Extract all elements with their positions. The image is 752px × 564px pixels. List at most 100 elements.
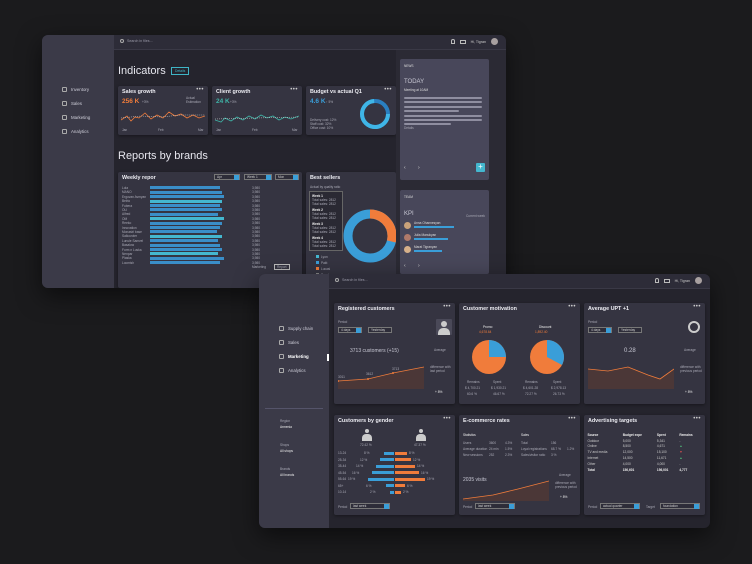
- sidebar-item-analytics[interactable]: Analytics: [279, 368, 306, 373]
- best-sellers-card: Best sellers Actual by quality ratio Wee…: [306, 172, 397, 288]
- table-cell: 14,500: [622, 456, 633, 461]
- card-title: Advertising targets: [588, 418, 638, 424]
- brands-filter[interactable]: All brands: [280, 473, 295, 477]
- more-icon[interactable]: •••: [290, 87, 298, 93]
- promo-pie: [472, 340, 506, 374]
- stat-value: $ 2,978.13: [551, 386, 567, 390]
- sidebar-item-inventory[interactable]: Inventory: [62, 87, 89, 92]
- bell-icon[interactable]: [654, 278, 659, 283]
- stat-value: $ 4,601.28: [523, 386, 539, 390]
- brand-bar: [150, 212, 219, 216]
- avatar[interactable]: [695, 277, 702, 284]
- more-icon[interactable]: •••: [693, 304, 701, 310]
- news-subtitle: Meeting at 10AM: [404, 88, 429, 92]
- chevron-left-icon[interactable]: ‹: [404, 165, 406, 171]
- more-icon[interactable]: •••: [568, 416, 576, 422]
- age-label: 35-44: [338, 464, 347, 468]
- brand-bar: [150, 217, 224, 221]
- compare-button[interactable]: Yesterday: [618, 327, 642, 333]
- ecom-line-chart: [463, 480, 549, 501]
- chart-value: 1,892.40: [535, 330, 548, 334]
- brand-label: Lunule Samvel: [122, 238, 144, 243]
- mail-icon[interactable]: [663, 278, 670, 283]
- person-name: Anna Ohannesyan: [414, 221, 441, 225]
- details-badge[interactable]: Details: [171, 67, 190, 75]
- week-line: Total sales: 2812: [312, 198, 336, 202]
- table-cell: ▼: [679, 450, 683, 455]
- brand-bar: [150, 252, 219, 256]
- legend-label: Lyon: [321, 255, 328, 259]
- mail-icon[interactable]: [459, 39, 466, 44]
- avatar[interactable]: [491, 38, 498, 45]
- month-select[interactable]: Apr: [214, 174, 240, 180]
- period-select[interactable]: last week: [350, 503, 390, 509]
- female-percent: 47.37 %: [414, 443, 426, 447]
- report-button[interactable]: Report: [274, 264, 290, 270]
- more-icon[interactable]: •••: [384, 87, 392, 93]
- compare-button[interactable]: Yesterday: [368, 327, 392, 333]
- week-line: Total sales: 2812: [312, 212, 336, 216]
- period-select[interactable]: actual quarter: [600, 503, 640, 509]
- male-row-percent: 19 %: [348, 477, 356, 481]
- sidebar-item-analytics[interactable]: Analytics: [62, 129, 89, 134]
- sidebar-item-sales[interactable]: Sales: [62, 101, 82, 106]
- more-icon[interactable]: •••: [693, 416, 701, 422]
- select-value: 4 days: [341, 328, 351, 332]
- more-icon[interactable]: •••: [196, 87, 204, 93]
- upt-line-chart: [588, 366, 674, 389]
- sidebar: Supply chain Sales Marketing Analytics R…: [259, 274, 329, 528]
- stat-cell: 4.3%: [505, 441, 513, 445]
- shops-filter[interactable]: All shops: [280, 449, 293, 453]
- period-select[interactable]: 4 days: [588, 327, 612, 333]
- male-bar: [372, 471, 394, 474]
- search-input[interactable]: Search in files...: [335, 278, 368, 282]
- brand-label: Alfred: [122, 212, 131, 217]
- sidebar-item-sales[interactable]: Sales: [279, 340, 299, 345]
- table-cell: Other: [587, 461, 596, 466]
- region-filter[interactable]: Armenia: [280, 425, 292, 429]
- more-icon[interactable]: •••: [443, 304, 451, 310]
- sidebar-item-marketing[interactable]: Marketing: [62, 115, 90, 120]
- male-icon: [362, 429, 372, 441]
- stat-cell: 252: [489, 453, 495, 457]
- legend-actual: Actual: [186, 96, 195, 100]
- search-input[interactable]: Search in files...: [120, 39, 153, 43]
- chevron-down-icon: [694, 504, 699, 509]
- tick-label: Feb: [158, 128, 164, 132]
- stat-cell: 24 min: [489, 447, 499, 451]
- more-icon[interactable]: •••: [443, 416, 451, 422]
- box-icon: [62, 87, 67, 92]
- select-value: Apr: [217, 175, 222, 179]
- legend-label: Remains: [467, 380, 480, 384]
- section-title: Reports by brands: [118, 150, 208, 162]
- header-cell: Remains: [679, 432, 693, 437]
- divider: [265, 408, 323, 409]
- period-select[interactable]: 4 days: [338, 327, 362, 333]
- male-bar: [376, 464, 394, 468]
- bell-icon[interactable]: [450, 39, 455, 44]
- sidebar-item-supply-chain[interactable]: Supply chain: [279, 326, 313, 331]
- period-select[interactable]: last week: [475, 503, 515, 509]
- target-select[interactable]: foundation: [660, 503, 700, 509]
- sales-line-chart: [121, 111, 205, 122]
- tag-icon: [62, 101, 67, 106]
- day-select[interactable]: Mon: [275, 174, 299, 180]
- week-select[interactable]: Week 1: [244, 174, 272, 180]
- news-details-link[interactable]: Details: [404, 126, 414, 130]
- column-title: Statistics: [463, 433, 476, 437]
- chevron-left-icon[interactable]: ‹: [404, 263, 406, 269]
- brand-label: OLI: [122, 208, 128, 212]
- female-icon: [416, 429, 426, 441]
- search-placeholder: Search in files...: [342, 278, 368, 282]
- add-button[interactable]: +: [476, 163, 485, 172]
- user-icon: [436, 319, 452, 335]
- sidebar-item-marketing[interactable]: Marketing: [279, 354, 309, 359]
- more-icon[interactable]: •••: [568, 304, 576, 310]
- ecommerce-rates-card: E-commerce rates ••• Statistics Sales Us…: [459, 415, 580, 515]
- period-label: Period: [463, 505, 473, 509]
- chevron-right-icon[interactable]: ›: [418, 165, 420, 171]
- table-row: Outdoor 5,000 5,341 -: [586, 438, 703, 444]
- chevron-right-icon[interactable]: ›: [418, 263, 420, 269]
- brand-value: 3,980: [252, 208, 260, 212]
- total-cell: 4,777: [679, 467, 688, 472]
